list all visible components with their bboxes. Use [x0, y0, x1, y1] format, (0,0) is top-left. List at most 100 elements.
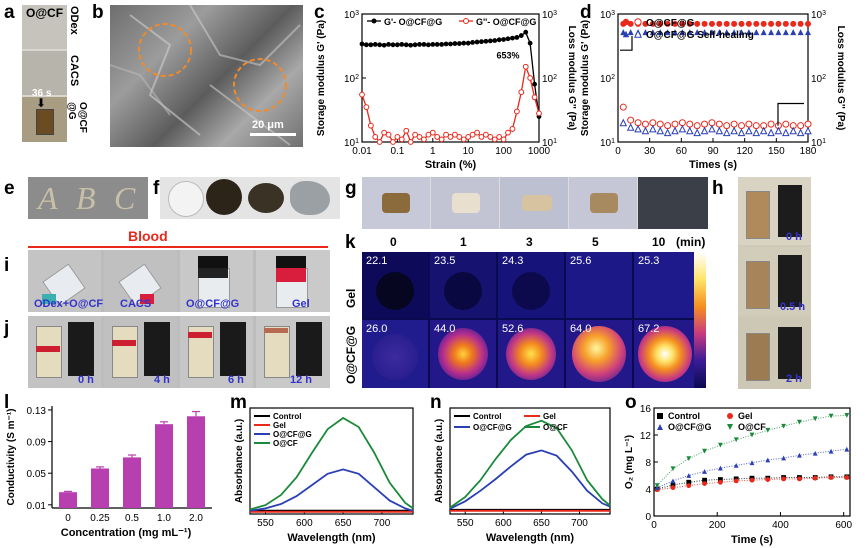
data-point — [438, 136, 445, 143]
legend-marker — [463, 18, 469, 24]
data-point — [522, 63, 529, 70]
thermal-cell — [362, 252, 428, 318]
data-point — [715, 126, 724, 135]
data-point — [702, 448, 707, 454]
y2-axis-label: Loss modulus G'' (Pa) — [835, 26, 846, 131]
data-point — [491, 136, 498, 143]
data-point — [782, 128, 790, 137]
data-point — [768, 20, 775, 27]
data-point — [385, 131, 392, 138]
data-point — [717, 477, 723, 482]
data-point — [399, 41, 405, 47]
data-point — [844, 446, 850, 452]
x-tick-label: 0 — [615, 146, 621, 157]
sem-texture — [110, 5, 301, 146]
blood-teal — [42, 294, 56, 304]
y2-tick-label: 103 — [542, 10, 557, 22]
y-axis-label: Conductivity (S m⁻¹) — [6, 409, 17, 506]
data-point — [367, 122, 374, 129]
data-point — [425, 42, 431, 48]
data-point — [412, 42, 418, 48]
data-point — [657, 20, 664, 27]
data-point — [487, 134, 494, 140]
j-vial — [264, 326, 290, 378]
gel-layer — [198, 268, 228, 278]
y-tick-label: 0 — [645, 512, 651, 523]
data-point — [363, 104, 370, 111]
x-tick-label: 600 — [835, 520, 852, 531]
data-point — [452, 131, 458, 138]
panel-label-i: i — [4, 255, 10, 276]
gel-patch — [382, 193, 410, 213]
thermal-cell — [566, 252, 632, 318]
data-point — [797, 29, 804, 36]
panel-a-label-odex-wrap: ODex — [66, 6, 82, 46]
x-axis-label: Wavelength (nm) — [287, 532, 376, 544]
sem-image: 20 μm — [110, 5, 303, 147]
vial-cap — [198, 256, 228, 270]
j-vial-dark — [68, 322, 94, 376]
data-point — [496, 134, 503, 140]
data-point — [723, 29, 730, 36]
x-tick-label: 180 — [800, 146, 817, 157]
panel-label-o: o — [625, 392, 637, 413]
chart-d: 0 30 60 90 120 150 180101102103101102103Times … — [580, 10, 846, 172]
data-point — [722, 128, 731, 137]
data-point — [448, 41, 453, 47]
vial-cap — [276, 256, 306, 270]
data-point — [390, 42, 396, 48]
gel-disc-molded — [290, 181, 330, 215]
tube-control — [746, 333, 770, 381]
data-point — [447, 134, 454, 140]
gel-vial — [36, 109, 54, 135]
x-tick-label: 100 — [495, 146, 512, 157]
data-point — [390, 139, 396, 145]
data-point — [664, 20, 671, 27]
data-point — [465, 134, 472, 140]
gel-patch — [590, 193, 618, 213]
thermal-cell — [498, 252, 564, 318]
data-point — [717, 479, 723, 485]
data-point — [797, 419, 802, 425]
data-point — [657, 29, 664, 36]
j-vial — [36, 326, 62, 378]
legend-marker — [622, 18, 630, 26]
data-point — [487, 38, 493, 44]
j-time-label: 0 h — [78, 374, 94, 386]
data-point — [627, 116, 635, 124]
panel-label-n: n — [430, 392, 442, 413]
h-time-label: 2 h — [786, 373, 802, 385]
legend-label: G''- O@CF@G — [476, 17, 536, 27]
k-time: 10 — [652, 235, 666, 249]
x-axis-label: Time (s) — [731, 534, 773, 546]
x-tick-label: 600 — [495, 518, 512, 529]
k-row-label-gel2-wrap: O@CF@G — [344, 326, 358, 386]
data-point — [619, 103, 627, 111]
data-point — [828, 413, 834, 419]
panel-label-m: m — [230, 392, 247, 413]
data-point — [443, 41, 449, 47]
data-point — [700, 126, 709, 135]
data-point — [434, 134, 441, 140]
data-point — [394, 134, 401, 140]
data-point — [656, 120, 664, 128]
data-point — [430, 41, 436, 47]
y2-tick-label: 102 — [542, 74, 557, 86]
x-tick-label: 0.5 — [125, 513, 139, 524]
y-tick-label: 101 — [600, 138, 615, 150]
chart-o: 0 200 400 600 0 4 8 12 16 Time (s) O₂ (mg L⁻¹) Cont… — [624, 404, 852, 546]
data-point — [733, 478, 739, 484]
tube-gel — [778, 185, 802, 237]
k-temp: 25.3 — [638, 255, 660, 267]
data-point — [828, 448, 834, 454]
scale-bar — [250, 133, 296, 136]
data-point — [664, 29, 671, 36]
vial-photo-odex — [22, 5, 67, 49]
adhesion-photo-5 — [638, 177, 708, 229]
k-temp: 44.0 — [434, 323, 456, 335]
data-point — [844, 475, 850, 480]
down-arrow-icon: ⬇ — [36, 96, 47, 110]
letter-b-gel: B — [76, 180, 96, 216]
x-tick-label: 30 — [644, 146, 656, 157]
data-point — [461, 40, 467, 46]
